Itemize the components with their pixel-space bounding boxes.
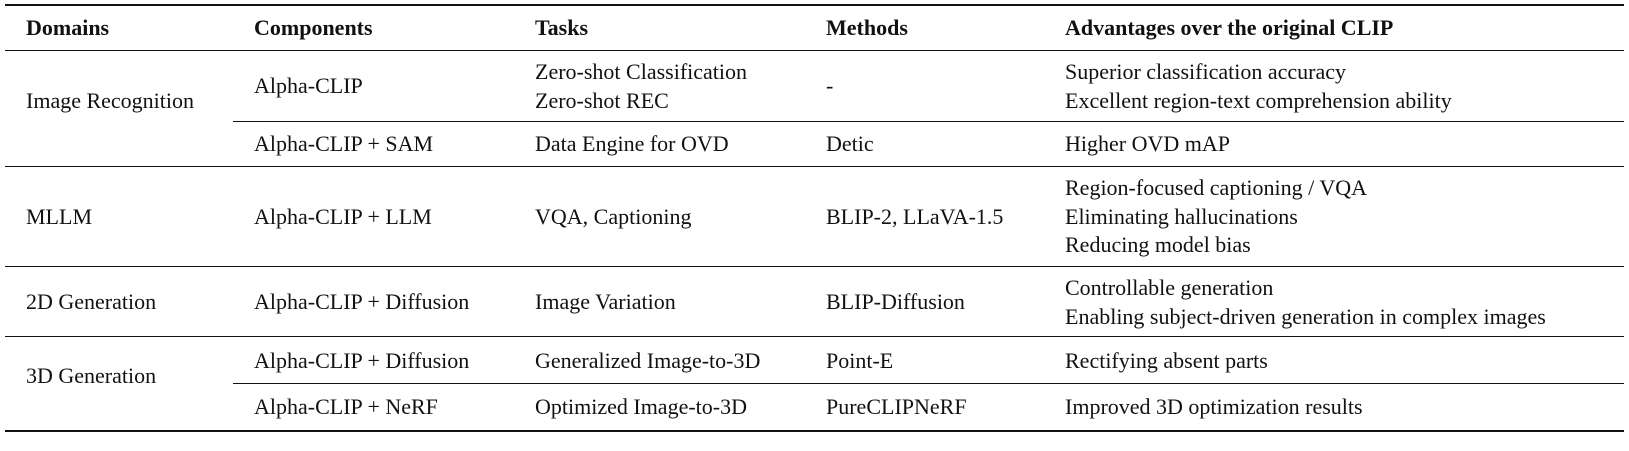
advantage-cell: Higher OVD mAP [1065,131,1230,156]
task-cell: Generalized Image-to-3D [535,348,761,373]
header-cell: Components [254,15,373,40]
group-rule [5,266,1624,267]
group-rule [5,166,1624,167]
bottom-rule [5,430,1624,432]
domain-cell: MLLM [26,204,92,229]
header-cell: Advantages over the original CLIP [1065,15,1394,40]
advantage-cell: Controllable generation [1065,275,1274,300]
group-rule [5,336,1624,337]
task-cell: Optimized Image-to-3D [535,394,747,419]
header-rule [5,50,1624,51]
method-cell: Detic [826,131,874,156]
advantage-cell: Superior classification accuracy [1065,59,1346,84]
domain-cell: Image Recognition [26,88,195,113]
advantage-cell: Region-focused captioning / VQA [1065,175,1368,200]
advantage-cell: Excellent region-text comprehension abil… [1065,88,1452,113]
row-rule [233,121,1624,122]
task-cell: Zero-shot REC [535,88,669,113]
method-cell: PureCLIPNeRF [826,394,967,419]
component-cell: Alpha-CLIP + NeRF [254,394,438,419]
task-cell: Data Engine for OVD [535,131,729,156]
domain-cell: 3D Generation [26,363,157,388]
advantage-cell: Rectifying absent parts [1065,348,1268,373]
method-cell: BLIP-Diffusion [826,289,965,314]
advantage-cell: Reducing model bias [1065,232,1251,257]
task-cell: VQA, Captioning [535,204,692,229]
component-cell: Alpha-CLIP [254,73,363,98]
header-cell: Domains [26,15,110,40]
method-cell: BLIP-2, LLaVA-1.5 [826,204,1004,229]
top-rule [5,4,1624,6]
task-cell: Zero-shot Classification [535,59,748,84]
method-cell: - [826,73,834,98]
header-cell: Tasks [535,15,589,40]
component-cell: Alpha-CLIP + Diffusion [254,289,470,314]
task-cell: Image Variation [535,289,676,314]
component-cell: Alpha-CLIP + LLM [254,204,432,229]
advantage-cell: Eliminating hallucinations [1065,204,1298,229]
header-cell: Methods [826,15,908,40]
domain-cell: 2D Generation [26,289,157,314]
component-cell: Alpha-CLIP + Diffusion [254,348,470,373]
advantage-cell: Improved 3D optimization results [1065,394,1363,419]
row-rule [233,383,1624,384]
component-cell: Alpha-CLIP + SAM [254,131,434,156]
advantage-cell: Enabling subject-driven generation in co… [1065,304,1546,329]
method-cell: Point-E [826,348,894,373]
